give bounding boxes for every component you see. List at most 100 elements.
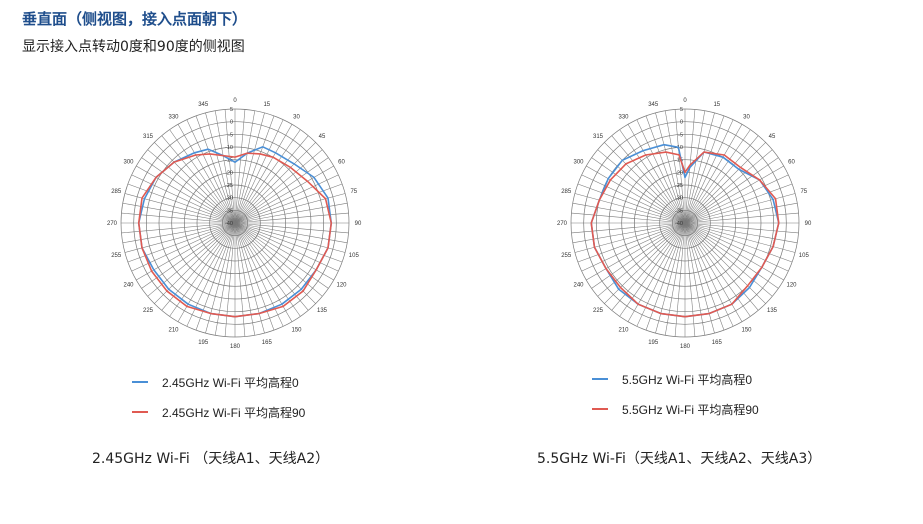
radial-gridline (684, 222, 696, 337)
radial-gridline (684, 193, 796, 224)
radial-gridline (674, 109, 686, 224)
legend-item-series-0: 2.45GHz Wi-Fi 平均高程0 (132, 374, 305, 390)
legend-label: 5.5GHz Wi-Fi 平均高程90 (622, 402, 759, 417)
angle-tick-label: 330 (168, 115, 179, 121)
angle-tick-label: 60 (788, 160, 795, 166)
radial-gridline (684, 222, 784, 281)
radial-gridline (604, 222, 686, 304)
radial-gridline (571, 222, 686, 234)
angle-tick-label: 195 (198, 340, 209, 346)
angle-tick-label: 270 (107, 221, 118, 227)
legend-swatch-blue (132, 381, 148, 383)
ring-gridline (595, 133, 775, 313)
ring-gridline (671, 209, 699, 237)
radial-gridline (154, 142, 236, 224)
angle-tick-label: 195 (648, 340, 659, 346)
angle-tick-label: 105 (799, 253, 810, 259)
angle-tick-label: 75 (350, 189, 357, 195)
radial-gridline (234, 149, 323, 224)
angle-tick-label: 225 (593, 308, 604, 314)
radial-gridline (571, 212, 686, 224)
radial-gridline (581, 174, 686, 224)
radial-gridline (664, 222, 686, 336)
angle-tick-label: 15 (263, 102, 270, 108)
legend-swatch-red (592, 408, 608, 410)
radial-gridline (224, 109, 236, 224)
ring-gridline (621, 159, 749, 287)
radial-gridline (234, 109, 246, 224)
radial-gridline (636, 222, 686, 327)
radial-gridline (577, 183, 686, 224)
radial-gridline (234, 222, 246, 337)
radial-gridline (234, 222, 339, 272)
ring-gridline (145, 133, 325, 313)
radial-gridline (136, 165, 236, 224)
angle-tick-label: 0 (683, 98, 687, 104)
radial-gridline (611, 135, 686, 224)
radial-gridline (234, 124, 293, 224)
radial-gridline (684, 157, 779, 224)
angle-tick-label: 285 (111, 189, 122, 195)
radial-tick-label: -40 (675, 221, 683, 227)
angle-tick-label: 180 (230, 344, 241, 350)
radial-gridline (186, 222, 236, 327)
angle-tick-label: 105 (349, 253, 360, 259)
radial-tick-label: 0 (680, 120, 683, 126)
radial-gridline (684, 222, 715, 334)
radial-gridline (234, 222, 334, 281)
angle-tick-label: 315 (143, 134, 154, 140)
radial-gridline (169, 129, 236, 224)
radial-gridline (234, 142, 316, 224)
radial-gridline (127, 183, 236, 224)
chart-caption-2g4: 2.45GHz Wi-Fi （天线A1、天线A2） (92, 451, 330, 467)
angle-tick-label: 210 (168, 328, 179, 334)
radial-gridline (234, 222, 346, 253)
radial-gridline (684, 129, 751, 224)
ring-gridline (183, 171, 287, 275)
angle-tick-label: 30 (293, 115, 300, 121)
angle-tick-label: 285 (561, 189, 572, 195)
legend-item-series-90: 2.45GHz Wi-Fi 平均高程90 (132, 404, 305, 420)
ring-gridline (158, 146, 312, 300)
angle-tick-label: 330 (618, 115, 629, 121)
radial-gridline (684, 124, 743, 224)
chart-caption-5g5: 5.5GHz Wi-Fi（天线A1、天线A2、天线A3） (537, 451, 822, 467)
radial-gridline (234, 129, 301, 224)
radial-gridline (597, 222, 686, 297)
angle-tick-label: 120 (786, 283, 797, 289)
radial-gridline (684, 222, 766, 304)
radial-gridline (619, 129, 686, 224)
radial-tick-label: -35 (225, 208, 233, 214)
radial-tick-label: -5 (228, 132, 233, 138)
radial-gridline (234, 183, 343, 224)
radial-tick-label: -10 (225, 145, 233, 151)
radial-gridline (611, 222, 686, 311)
angle-tick-label: 150 (741, 328, 752, 334)
radial-gridline (627, 124, 686, 224)
radial-gridline (684, 222, 734, 327)
angle-tick-label: 270 (557, 221, 568, 227)
angle-tick-label: 300 (123, 160, 134, 166)
radial-tick-label: 5 (680, 107, 683, 113)
radial-gridline (684, 222, 743, 322)
radial-tick-label: -15 (675, 158, 683, 164)
radial-gridline (234, 222, 275, 331)
legend-swatch-blue (592, 378, 608, 380)
angle-tick-label: 45 (769, 134, 776, 140)
radial-gridline (684, 202, 798, 224)
ring-gridline (570, 108, 800, 338)
radial-gridline (136, 222, 236, 281)
radial-gridline (234, 222, 256, 336)
radial-gridline (619, 222, 686, 317)
radial-gridline (205, 112, 236, 224)
angle-tick-label: 165 (262, 340, 273, 346)
radial-gridline (214, 222, 236, 336)
ring-gridline (608, 146, 762, 300)
radial-tick-label: 0 (230, 120, 233, 126)
radial-gridline (224, 222, 236, 337)
radial-gridline (131, 174, 236, 224)
page-subtitle: 显示接入点转动0度和90度的侧视图 (22, 39, 245, 55)
radial-gridline (234, 193, 346, 224)
angle-tick-label: 120 (336, 283, 347, 289)
radial-gridline (205, 222, 236, 334)
